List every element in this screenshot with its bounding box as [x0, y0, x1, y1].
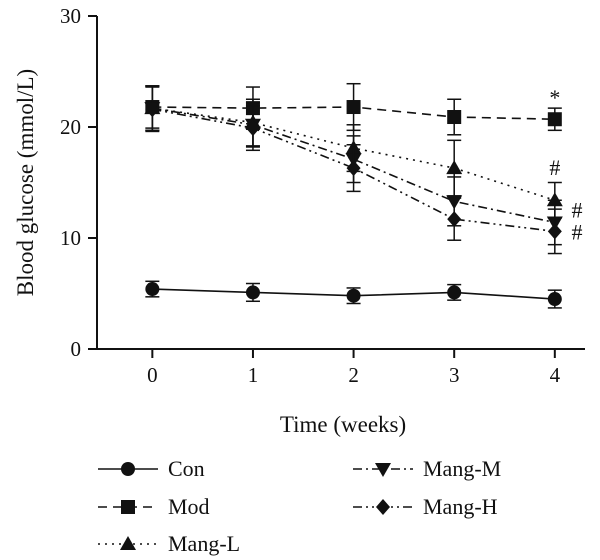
significance-mark: #: [549, 155, 560, 180]
legend-item-mang-l: Mang-L: [98, 531, 240, 556]
x-tick-label: 2: [348, 363, 359, 387]
plot-area: *###: [144, 82, 582, 309]
data-point: [346, 100, 361, 115]
legend-marker: [120, 536, 136, 550]
legend-label: Mang-M: [423, 456, 501, 481]
data-point: [145, 282, 160, 297]
legend-item-mang-h: Mang-H: [353, 494, 498, 519]
legend-item-con: Con: [98, 456, 205, 481]
data-point: [145, 101, 160, 118]
y-axis-title: Blood glucose (mmol/L): [13, 69, 38, 296]
data-point: [547, 112, 562, 127]
significance-mark: *: [549, 85, 560, 110]
series-line: [152, 107, 556, 202]
legend-marker: [376, 499, 390, 515]
legend-item-mang-m: Mang-M: [353, 456, 501, 481]
data-point: [547, 292, 562, 307]
significance-mark: #: [571, 197, 582, 222]
legend: Con Mod Mang-L Mang-M Mang-H: [98, 456, 501, 556]
series-line: [152, 108, 555, 233]
axes: 0 10 20 30 0 1 2 3 4 Time (weeks) Blood glucose (m…: [13, 4, 585, 437]
data-point: [546, 192, 563, 207]
y-tick-label: 10: [60, 226, 81, 250]
data-point: [346, 160, 361, 177]
legend-marker: [375, 463, 391, 477]
series-mang-h: [145, 86, 562, 255]
legend-label: Con: [168, 456, 205, 481]
x-axis-title: Time (weeks): [280, 412, 406, 437]
significance-mark: #: [571, 219, 582, 244]
data-point: [447, 110, 462, 125]
legend-label: Mang-L: [168, 531, 240, 556]
x-tick-label: 1: [248, 363, 259, 387]
y-tick-label: 0: [71, 337, 82, 361]
data-point: [346, 288, 361, 303]
data-point: [547, 223, 562, 240]
legend-label: Mang-H: [423, 494, 498, 519]
y-tick-label: 30: [60, 4, 81, 28]
data-point: [447, 285, 462, 300]
legend-item-mod: Mod: [98, 494, 210, 519]
x-tick-label: 0: [147, 363, 158, 387]
data-point: [245, 285, 260, 300]
legend-marker: [121, 462, 135, 476]
y-tick-label: 20: [60, 115, 81, 139]
series-con: [145, 280, 562, 309]
legend-label: Mod: [168, 494, 210, 519]
legend-marker: [121, 500, 135, 514]
x-tick-label: 4: [550, 363, 561, 387]
data-point: [446, 160, 463, 175]
data-point: [245, 120, 260, 137]
data-point: [447, 211, 462, 228]
x-tick-label: 3: [449, 363, 460, 387]
